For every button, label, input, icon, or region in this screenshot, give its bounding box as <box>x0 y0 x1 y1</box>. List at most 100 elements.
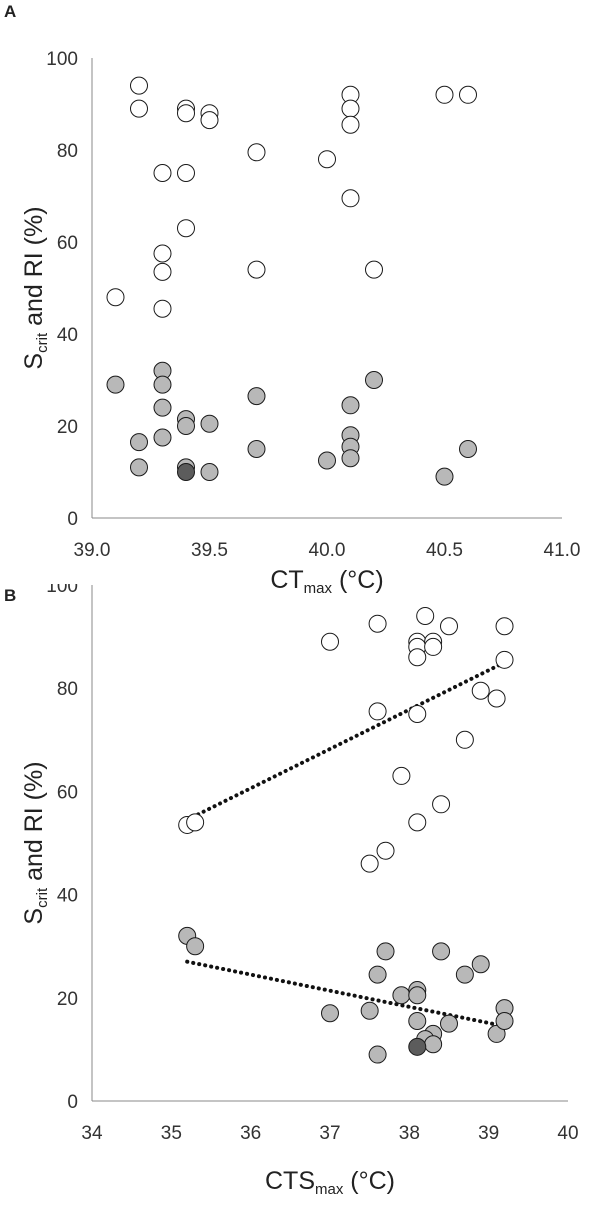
scatter-point <box>440 1014 458 1033</box>
scatter-point <box>130 433 148 452</box>
scatter-point <box>495 617 514 636</box>
x-tick-label: 34 <box>81 1123 103 1144</box>
scatter-point <box>130 76 148 95</box>
x-tick-label: 40.5 <box>426 540 463 561</box>
scatter-point <box>341 99 360 118</box>
scatter-point <box>153 375 172 394</box>
scatter-point <box>365 260 383 279</box>
scatter-point <box>392 766 411 785</box>
y-tick-label: 80 <box>57 679 78 700</box>
panel-letter-a: A <box>4 2 17 21</box>
scatter-point <box>341 396 360 415</box>
y-tick-label: 100 <box>46 584 78 597</box>
x-axis-label: CTSmax (°C) <box>265 1167 395 1198</box>
panel-a: A 0 20 40 60 80 100 39.0 39.5 40.0 40.5 41.0 CTmax … <box>0 0 593 606</box>
scatter-point <box>341 189 360 208</box>
x-tick-label: 41.0 <box>544 540 581 561</box>
scatter-point <box>424 1035 443 1054</box>
y-tick-label: 0 <box>67 509 78 530</box>
scatter-point <box>487 689 506 708</box>
scatter-point <box>341 115 360 134</box>
scatter-point <box>106 375 125 394</box>
scatter-point <box>455 965 474 984</box>
y-axis-label: Scrit and RI (%) <box>20 761 51 924</box>
scatter-point <box>408 1012 427 1031</box>
scatter-point <box>408 705 427 723</box>
scatter-chart-b: 0 20 40 60 80 100 34 35 36 37 38 39 40 CTSmax (°C) Scr… <box>20 576 579 1198</box>
y-tick-label: 100 <box>46 49 78 70</box>
scatter-point <box>247 143 266 162</box>
scatter-point <box>130 458 148 477</box>
scatter-point <box>186 813 205 832</box>
scatter-point <box>130 99 148 118</box>
scatter-point <box>471 955 490 974</box>
scatter-point <box>247 440 266 458</box>
scatter-point <box>200 463 219 481</box>
y-tick-label: 40 <box>57 886 78 907</box>
y-tick-label: 0 <box>67 1092 78 1113</box>
scatter-point <box>318 150 336 169</box>
y-tick-label: 60 <box>57 233 78 254</box>
panel-b: B 0 20 40 60 80 100 34 35 36 37 38 39 40 CTSmax (°C) S… <box>0 576 593 1212</box>
scatter-point <box>392 986 411 1005</box>
scatter-point <box>495 1012 514 1031</box>
scatter-point <box>321 632 339 651</box>
scatter-point <box>459 440 477 458</box>
scatter-point <box>321 1004 339 1023</box>
scatter-point <box>459 85 477 104</box>
scatter-point <box>408 986 427 1005</box>
scatter-point <box>200 414 219 433</box>
scatter-point <box>455 730 474 749</box>
scatter-point <box>153 244 172 263</box>
scatter-chart-a: 0 20 40 60 80 100 39.0 39.5 40.0 40.5 41.0 CTmax (°… <box>20 49 581 597</box>
y-tick-label: 60 <box>57 782 78 803</box>
scatter-point <box>106 288 125 307</box>
x-tick-label: 36 <box>240 1123 261 1144</box>
x-tick-label: 35 <box>161 1123 182 1144</box>
y-tick-label: 80 <box>57 141 78 162</box>
x-tick-label: 38 <box>399 1123 420 1144</box>
scatter-point <box>440 617 458 636</box>
scatter-point <box>186 937 205 956</box>
scatter-point <box>177 164 195 182</box>
scatter-point <box>408 813 427 832</box>
scatter-point <box>376 942 395 961</box>
scatter-point <box>368 1045 387 1064</box>
scatter-point <box>247 387 266 406</box>
scatter-point <box>153 299 172 318</box>
scatter-point <box>368 614 387 633</box>
scatter-point <box>153 164 172 182</box>
scatter-point <box>153 428 172 447</box>
scatter-point <box>153 262 172 281</box>
scatter-point <box>368 702 387 721</box>
y-axis-label: Scrit and RI (%) <box>20 206 51 369</box>
scatter-point <box>318 451 336 470</box>
scatter-point <box>177 219 195 238</box>
scatter-point <box>200 111 219 130</box>
scatter-point <box>416 606 435 625</box>
scatter-point <box>495 650 514 669</box>
scatter-point <box>153 398 172 417</box>
scatter-point <box>435 85 454 104</box>
x-tick-label: 39.0 <box>74 540 111 561</box>
scatter-point <box>487 1024 506 1043</box>
scatter-point <box>360 1001 379 1020</box>
x-axis-label: CTmax (°C) <box>270 566 383 597</box>
scatter-point <box>376 841 395 860</box>
scatter-point <box>177 463 195 481</box>
scatter-point <box>471 681 490 700</box>
scatter-point <box>177 104 195 123</box>
scatter-point <box>435 467 454 486</box>
x-tick-label: 40.0 <box>309 540 346 561</box>
y-tick-label: 20 <box>57 417 78 438</box>
x-tick-label: 37 <box>319 1123 340 1144</box>
scatter-point <box>365 371 383 389</box>
y-tick-label: 40 <box>57 325 78 346</box>
scatter-point <box>408 1037 427 1056</box>
scatter-point <box>368 965 387 984</box>
panel-letter-b: B <box>4 586 17 605</box>
scatter-point <box>360 854 379 873</box>
scatter-point <box>177 417 195 435</box>
scatter-point <box>432 795 451 814</box>
scatter-point <box>424 637 443 656</box>
